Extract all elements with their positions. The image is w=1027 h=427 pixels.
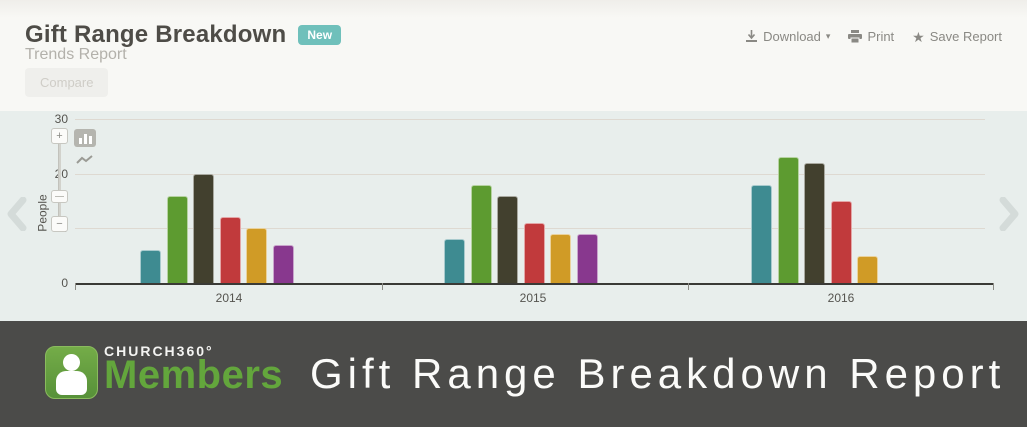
x-axis-tick-2 xyxy=(688,283,689,290)
report-subtitle: Trends Report xyxy=(25,46,127,63)
bar-series-olive-2014[interactable] xyxy=(193,173,214,283)
print-icon xyxy=(848,30,863,43)
gridline-y30 xyxy=(75,119,985,120)
report-header: Gift Range Breakdown New Trends Report C… xyxy=(0,0,1027,111)
bar-series-green-2016[interactable] xyxy=(777,157,799,283)
save-report-button[interactable]: ★ Save Report xyxy=(912,28,1002,45)
zoom-slider-track[interactable] xyxy=(58,137,61,229)
x-category-label-2016: 2016 xyxy=(827,291,855,305)
header-actions: Download ▾ Print ★ Save Report xyxy=(745,29,1002,44)
scroll-left-chevron-icon[interactable] xyxy=(6,197,28,231)
bar-series-green-2015[interactable] xyxy=(470,184,492,283)
download-button[interactable]: Download ▾ xyxy=(745,29,830,44)
x-axis-tick-0 xyxy=(75,283,76,290)
bar-series-red-2015[interactable] xyxy=(523,222,545,283)
y-tick-label-20: 20 xyxy=(54,166,68,181)
bar-chart-icon[interactable] xyxy=(74,129,96,147)
gridline-y20 xyxy=(75,173,985,175)
download-icon xyxy=(745,30,758,43)
x-axis-tick-3 xyxy=(993,283,994,290)
plot-area: 0102030201420152016 xyxy=(0,111,1027,321)
brand-members: Members xyxy=(104,353,284,397)
y-tick-label-0: 0 xyxy=(61,276,68,290)
bar-series-gold-2014[interactable] xyxy=(246,228,267,283)
bar-series-red-2014[interactable] xyxy=(219,217,241,283)
bar-series-olive-2015[interactable] xyxy=(497,195,518,283)
x-axis-tick-1 xyxy=(382,283,383,290)
compare-button[interactable]: Compare xyxy=(25,68,109,97)
zoom-out-button[interactable]: − xyxy=(51,216,68,232)
church360-members-logo xyxy=(45,346,98,399)
bar-series-gold-2015[interactable] xyxy=(550,233,571,283)
bar-series-gold-2016[interactable] xyxy=(857,255,878,283)
x-category-label-2015: 2015 xyxy=(519,291,547,305)
brand-banner: CHURCH360° Members Gift Range Breakdown … xyxy=(0,321,1027,427)
y-tick-label-30: 30 xyxy=(54,112,68,126)
star-icon: ★ xyxy=(912,28,925,45)
zoom-slider-handle[interactable] xyxy=(51,190,68,203)
bar-series-olive-2016[interactable] xyxy=(804,162,825,283)
x-axis xyxy=(75,283,993,285)
line-chart-icon[interactable] xyxy=(76,153,94,171)
bar-series-purple-2014[interactable] xyxy=(272,244,294,283)
y-axis-title: People xyxy=(35,194,50,232)
zoom-in-button[interactable]: + xyxy=(51,128,68,144)
bar-series-green-2014[interactable] xyxy=(166,195,188,283)
x-category-label-2014: 2014 xyxy=(215,291,243,305)
bar-series-purple-2015[interactable] xyxy=(576,233,598,283)
bar-series-teal-2014[interactable] xyxy=(140,250,161,283)
trends-chart-panel: 0102030201420152016 People + − xyxy=(0,111,1027,321)
scroll-right-chevron-icon[interactable] xyxy=(998,197,1020,231)
chevron-down-icon: ▾ xyxy=(825,31,831,41)
page-title: Gift Range Breakdown xyxy=(25,21,287,48)
print-button[interactable]: Print xyxy=(848,29,894,44)
person-icon xyxy=(63,354,80,371)
new-badge: New xyxy=(298,25,342,45)
banner-report-title: Gift Range Breakdown Report xyxy=(310,350,1006,397)
bar-series-teal-2016[interactable] xyxy=(751,184,772,283)
brand-church360: CHURCH360° xyxy=(104,343,214,359)
bar-series-red-2016[interactable] xyxy=(830,201,852,283)
bar-series-teal-2015[interactable] xyxy=(444,239,465,283)
